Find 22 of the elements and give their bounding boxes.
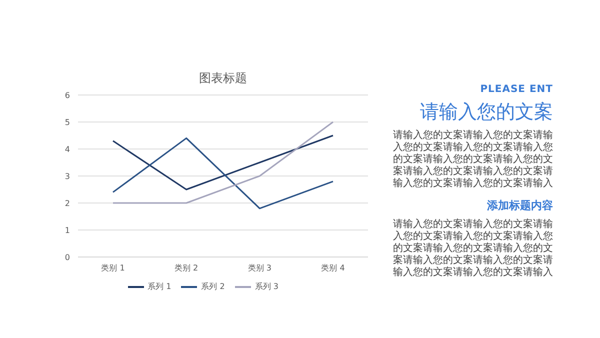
y-tick-label: 4 — [64, 144, 70, 154]
x-tick-label: 类别 2 — [174, 264, 198, 273]
legend-label: 系列 2 — [201, 282, 225, 292]
text: 请输入您的文案请输入您的文案请输入您的文案请输入您的文案请输入您的文案请输入您的文案请输入您的文案请输入您的文案请输入您的文案请输入您的文案请输入您的文案请输入 — [393, 130, 553, 190]
chart-title: 图表标题 — [198, 70, 248, 87]
y-tick-label: 6 — [64, 90, 70, 100]
x-tick-label: 类别 4 — [321, 264, 345, 273]
legend-label: 系列 1 — [148, 282, 172, 292]
line-series — [112, 137, 334, 210]
text: 请输入您的文案请输入您的文案请输入您的文案请输入您的文案请输入您的文案请输入您的文案请输入您的文案请输入您的文案请输入您的文案请输入您的文案请输入您的文案请输入 — [393, 219, 553, 279]
x-tick-label: 类别 3 — [248, 264, 272, 273]
y-tick-label: 5 — [64, 118, 70, 127]
y-tick-label: 3 — [64, 172, 70, 181]
text: PLEASE ENT — [479, 84, 553, 95]
text: 请输入您的文案 — [419, 100, 553, 125]
y-tick-label: 1 — [64, 226, 70, 235]
y-tick-label: 2 — [64, 198, 70, 208]
line-series — [112, 134, 334, 190]
x-tick-label: 类别 1 — [101, 264, 125, 273]
legend-label: 系列 3 — [254, 282, 278, 292]
y-tick-label: 0 — [64, 252, 70, 262]
text: 添加标题内容 — [486, 198, 553, 213]
